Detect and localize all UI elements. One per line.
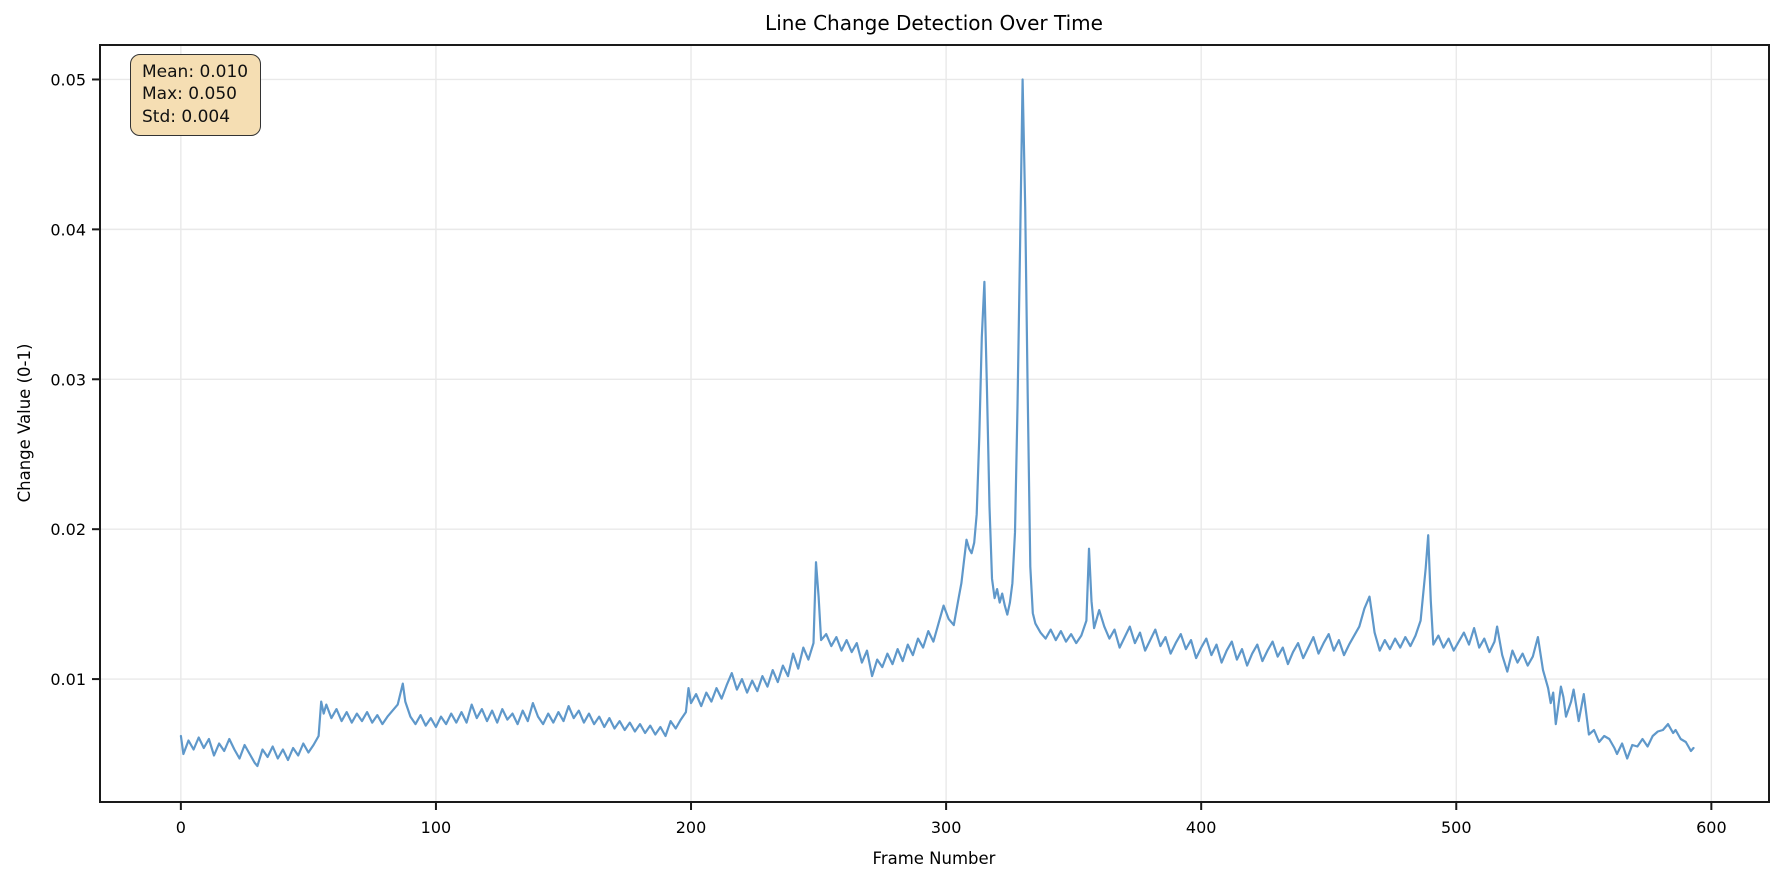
y-tick-label: 0.05 — [50, 70, 86, 89]
y-tick-label: 0.03 — [50, 370, 86, 389]
x-tick-label: 500 — [1441, 818, 1472, 837]
y-axis-label: Change Value (0-1) — [15, 344, 34, 503]
axes-layer — [99, 44, 1770, 803]
data-layer — [179, 78, 1695, 768]
x-tick-label: 400 — [1186, 818, 1217, 837]
x-tick-label: 600 — [1696, 818, 1727, 837]
y-tick-label: 0.01 — [50, 670, 86, 689]
x-axis-label: Frame Number — [873, 849, 996, 868]
stats-max: Max: 0.050 — [142, 84, 237, 105]
ticks-layer: 0 100 200 300 400 500 600 0.01 0.02 0.03 0.04 0.05 — [50, 70, 1726, 837]
x-tick-label: 0 — [176, 818, 186, 837]
x-tick-label: 200 — [676, 818, 707, 837]
x-tick-label: 100 — [421, 818, 452, 837]
grid-layer — [100, 45, 1769, 802]
stats-std: Std: 0.004 — [142, 106, 231, 127]
y-tick-label: 0.02 — [50, 520, 86, 539]
y-tick-label: 0.04 — [50, 220, 86, 239]
stats-annotation-box: Mean: 0.010 Max: 0.050 Std: 0.004 — [130, 54, 262, 137]
stats-mean: Mean: 0.010 — [142, 62, 249, 82]
chart-title: Line Change Detection Over Time — [765, 11, 1103, 35]
x-tick-label: 300 — [931, 818, 962, 837]
data-series-line — [179, 78, 1695, 768]
plot-spines — [99, 44, 1770, 803]
